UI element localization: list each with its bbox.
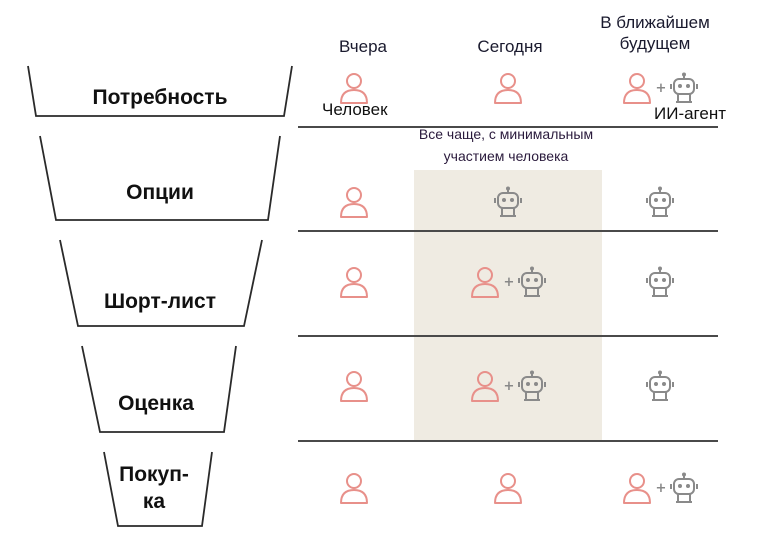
person-icon [622, 471, 652, 505]
robot-icon [518, 370, 547, 402]
funnel-stage-shape [39, 135, 281, 221]
funnel-stage-shape [103, 451, 213, 527]
grid-cell [304, 264, 404, 300]
funnel-stage-shape [81, 345, 237, 433]
robot-icon [646, 186, 674, 218]
stage-label-evaluation: Оценка [118, 392, 194, 415]
grid-cell [458, 184, 558, 220]
plus-icon: + [655, 480, 667, 496]
row-divider [298, 335, 718, 337]
grid-cell [610, 264, 710, 300]
stage-label-options: Опции [126, 181, 194, 204]
person-icon [339, 185, 369, 219]
row-divider [298, 440, 718, 442]
grid-cell [610, 368, 710, 404]
plus-icon: + [655, 80, 667, 96]
stage-label-shortlist: Шорт-лист [104, 290, 216, 313]
person-icon [493, 471, 523, 505]
row-divider [298, 126, 718, 128]
highlight-note: Все чаще, с минимальным участием человек… [408, 124, 604, 168]
plus-icon: + [503, 378, 515, 394]
grid-cell: + [458, 368, 558, 404]
row-divider [298, 230, 718, 232]
robot-icon [494, 186, 522, 218]
grid-cell [304, 70, 404, 106]
person-icon [493, 71, 523, 105]
grid-cell: + [610, 70, 710, 106]
robot-icon [518, 266, 547, 298]
person-icon [470, 265, 500, 299]
person-icon [339, 369, 369, 403]
person-icon [339, 265, 369, 299]
column-header-near-future: В ближайшем будущем [600, 13, 710, 54]
column-header-today: Сегодня [477, 37, 543, 56]
grid-cell: + [458, 264, 558, 300]
grid-cell [304, 184, 404, 220]
plus-icon: + [503, 274, 515, 290]
person-icon [470, 369, 500, 403]
robot-icon [646, 266, 674, 298]
legend-agent-label: ИИ-агент [652, 104, 729, 124]
grid-cell: + [610, 470, 710, 506]
grid-cell [304, 368, 404, 404]
legend-human-label: Человек [320, 100, 390, 120]
person-icon [339, 471, 369, 505]
funnel-stage-shape [59, 239, 263, 327]
grid-cell [304, 470, 404, 506]
person-icon [339, 71, 369, 105]
funnel-stage-shape [27, 65, 293, 117]
stage-label-need: Потребность [92, 86, 228, 109]
grid-cell [610, 184, 710, 220]
grid-cell [458, 470, 558, 506]
robot-icon [646, 370, 674, 402]
person-icon [622, 71, 652, 105]
robot-icon [670, 472, 699, 504]
stage-label-purchase: Покуп- ка [119, 463, 189, 514]
column-header-yesterday: Вчера [339, 37, 387, 56]
grid-cell [458, 70, 558, 106]
robot-icon [670, 72, 699, 104]
